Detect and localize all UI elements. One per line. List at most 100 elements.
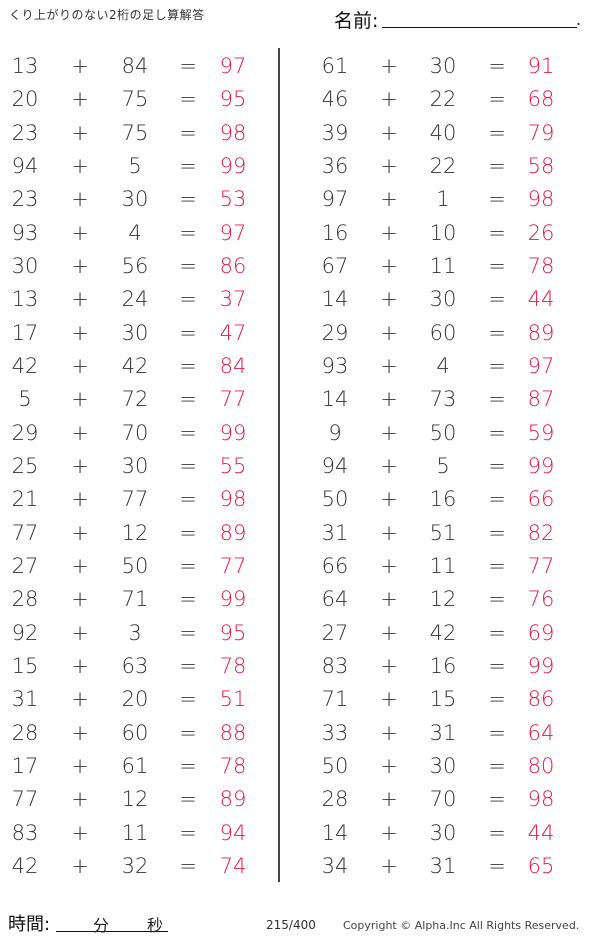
answer: 58 (527, 153, 555, 178)
answer: 77 (527, 553, 555, 578)
addend-a: 29 (11, 420, 39, 445)
addend-a: 27 (11, 553, 39, 578)
plus-sign: + (71, 420, 89, 445)
plus-sign: + (380, 253, 398, 278)
equals-sign: = (179, 720, 197, 745)
addend-b: 30 (429, 54, 457, 78)
addend-a: 14 (321, 820, 349, 845)
addend-a: 16 (321, 220, 349, 245)
addend-a: 23 (11, 120, 39, 145)
equals-sign: = (488, 420, 506, 445)
addend-b: 4 (436, 353, 450, 378)
plus-sign: + (380, 420, 398, 445)
equals-sign: = (179, 787, 197, 812)
addend-a: 28 (11, 720, 39, 745)
plus-sign: + (380, 687, 398, 712)
addend-b: 31 (429, 720, 457, 745)
addend-a: 17 (11, 753, 39, 778)
plus-sign: + (380, 387, 398, 412)
answer: 86 (527, 687, 555, 712)
plus-sign: + (71, 153, 89, 178)
answer: 53 (219, 187, 247, 212)
worksheet-title: くり上がりのない2桁の足し算解答 (9, 8, 205, 22)
answer: 99 (527, 653, 555, 678)
name-label: 名前: (334, 10, 379, 32)
addend-a: 83 (321, 653, 349, 678)
answer: 97 (527, 353, 555, 378)
plus-sign: + (380, 220, 398, 245)
equals-sign: = (488, 54, 506, 78)
answer: 89 (527, 320, 555, 345)
addend-a: 50 (321, 753, 349, 778)
plus-sign: + (71, 787, 89, 812)
answer: 68 (527, 87, 555, 112)
answer: 47 (219, 320, 247, 345)
addend-a: 15 (11, 653, 39, 678)
equals-sign: = (488, 287, 506, 312)
addend-a: 42 (11, 853, 39, 878)
equals-sign: = (179, 387, 197, 412)
equals-sign: = (179, 587, 197, 612)
addend-a: 28 (321, 787, 349, 812)
addend-a: 93 (11, 220, 39, 245)
addend-b: 70 (121, 420, 149, 445)
addend-b: 16 (429, 653, 457, 678)
addend-a: 14 (321, 287, 349, 312)
time-field-line (56, 931, 168, 932)
equals-sign: = (179, 187, 197, 212)
addend-b: 71 (121, 587, 149, 612)
equals-sign: = (179, 87, 197, 112)
addend-a: 66 (321, 553, 349, 578)
plus-sign: + (380, 120, 398, 145)
answer: 84 (219, 353, 247, 378)
equals-sign: = (488, 153, 506, 178)
plus-sign: + (71, 853, 89, 878)
name-field-line (382, 27, 577, 28)
answer: 91 (527, 54, 555, 78)
addend-a: 50 (321, 487, 349, 512)
addend-a: 33 (321, 720, 349, 745)
seconds-label: 秒 (147, 916, 164, 935)
answer: 77 (219, 553, 247, 578)
equals-sign: = (179, 420, 197, 445)
answer: 65 (527, 853, 555, 878)
plus-sign: + (380, 753, 398, 778)
plus-sign: + (71, 287, 89, 312)
plus-sign: + (380, 320, 398, 345)
plus-sign: + (71, 320, 89, 345)
addend-a: 5 (18, 387, 32, 412)
answer: 98 (219, 487, 247, 512)
addend-b: 42 (429, 620, 457, 645)
addend-b: 22 (429, 153, 457, 178)
plus-sign: + (380, 587, 398, 612)
addend-b: 73 (429, 387, 457, 412)
plus-sign: + (71, 753, 89, 778)
plus-sign: + (380, 553, 398, 578)
equals-sign: = (488, 553, 506, 578)
equals-sign: = (488, 253, 506, 278)
plus-sign: + (71, 820, 89, 845)
addend-a: 61 (321, 54, 349, 78)
addend-a: 31 (11, 687, 39, 712)
addend-a: 20 (11, 87, 39, 112)
plus-sign: + (380, 620, 398, 645)
plus-sign: + (71, 54, 89, 78)
answer: 59 (527, 420, 555, 445)
addend-a: 17 (11, 320, 39, 345)
addend-b: 30 (429, 820, 457, 845)
answer: 78 (219, 653, 247, 678)
answer: 66 (527, 487, 555, 512)
column-divider (278, 48, 280, 882)
plus-sign: + (71, 720, 89, 745)
equals-sign: = (179, 853, 197, 878)
addend-a: 94 (321, 453, 349, 478)
plus-sign: + (71, 487, 89, 512)
plus-sign: + (380, 820, 398, 845)
addend-b: 75 (121, 87, 149, 112)
addend-a: 39 (321, 120, 349, 145)
addend-b: 15 (429, 687, 457, 712)
answer: 77 (219, 387, 247, 412)
answer: 44 (527, 820, 555, 845)
plus-sign: + (71, 187, 89, 212)
addend-a: 27 (321, 620, 349, 645)
